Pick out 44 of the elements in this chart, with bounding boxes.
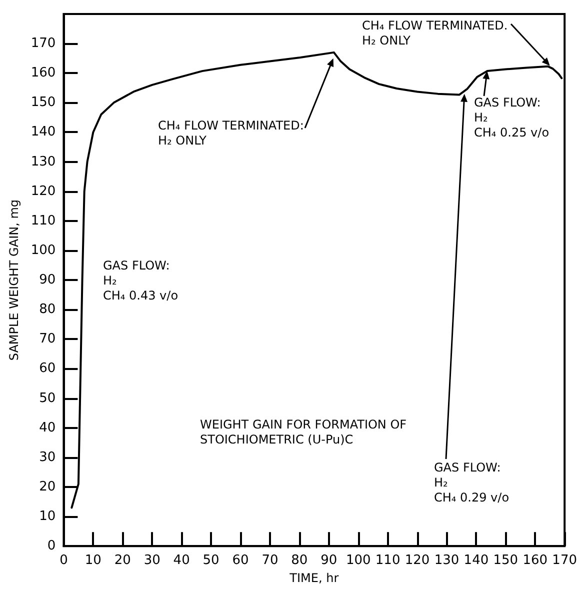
x-tick-label: 60 xyxy=(232,553,249,568)
annotation: GAS FLOW: H₂ CH₄ 0.29 v/o xyxy=(434,460,510,504)
annotation: GAS FLOW: H₂ CH₄ 0.25 v/o xyxy=(474,96,550,140)
annotation: GAS FLOW: H₂ CH₄ 0.43 v/o xyxy=(103,258,178,302)
y-tick-label: 40 xyxy=(39,420,56,436)
y-tick-label: 80 xyxy=(39,302,56,318)
x-tick-label: 20 xyxy=(114,553,131,568)
x-axis-title: TIME, hr xyxy=(288,571,339,585)
x-tick-label: 80 xyxy=(291,553,308,568)
x-tick-label: 40 xyxy=(173,553,190,568)
y-tick-label: 160 xyxy=(30,66,56,81)
y-tick-label: 50 xyxy=(39,390,56,406)
x-tick-label: 160 xyxy=(522,553,548,568)
y-tick-label: 110 xyxy=(30,213,56,228)
y-tick-label: 120 xyxy=(30,184,56,199)
x-tick-label: 90 xyxy=(320,553,338,568)
x-tick-label: 120 xyxy=(404,553,430,568)
x-tick-label: 100 xyxy=(346,553,371,568)
x-tick-label: 70 xyxy=(262,553,278,568)
y-tick-label: 0 xyxy=(47,538,56,554)
y-tick-label: 20 xyxy=(39,479,56,494)
x-tick-label: 130 xyxy=(434,553,460,568)
x-tick-label: 170 xyxy=(552,553,578,568)
y-tick-label: 130 xyxy=(30,154,56,170)
y-tick-label: 140 xyxy=(30,124,56,140)
y-tick-label: 100 xyxy=(30,242,56,258)
y-tick-label: 70 xyxy=(39,332,56,347)
y-tick-label: 150 xyxy=(30,95,56,110)
annotation: CH₄ FLOW TERMINATED: H₂ ONLY xyxy=(158,118,304,148)
y-tick-label: 170 xyxy=(30,36,56,52)
y-tick-label: 60 xyxy=(39,361,56,376)
annotation: CH₄ FLOW TERMINATED. H₂ ONLY xyxy=(362,18,508,48)
x-tick-label: 150 xyxy=(493,553,518,568)
y-tick-label: 30 xyxy=(39,450,56,465)
y-tick-label: 90 xyxy=(39,272,56,288)
x-tick-label: 30 xyxy=(144,553,160,568)
x-tick-label: 110 xyxy=(375,553,400,568)
annotation: WEIGHT GAIN FOR FORMATION OF STOICHIOMETRIC (U-Pu)C xyxy=(200,418,407,446)
x-tick-label: 50 xyxy=(202,553,220,568)
x-tick-label: 140 xyxy=(464,553,489,568)
y-axis-title: SAMPLE WEIGHT GAIN, mg xyxy=(7,199,21,361)
x-tick-label: 10 xyxy=(84,553,102,568)
x-tick-label: 0 xyxy=(60,553,68,568)
y-tick-label: 10 xyxy=(39,509,56,524)
